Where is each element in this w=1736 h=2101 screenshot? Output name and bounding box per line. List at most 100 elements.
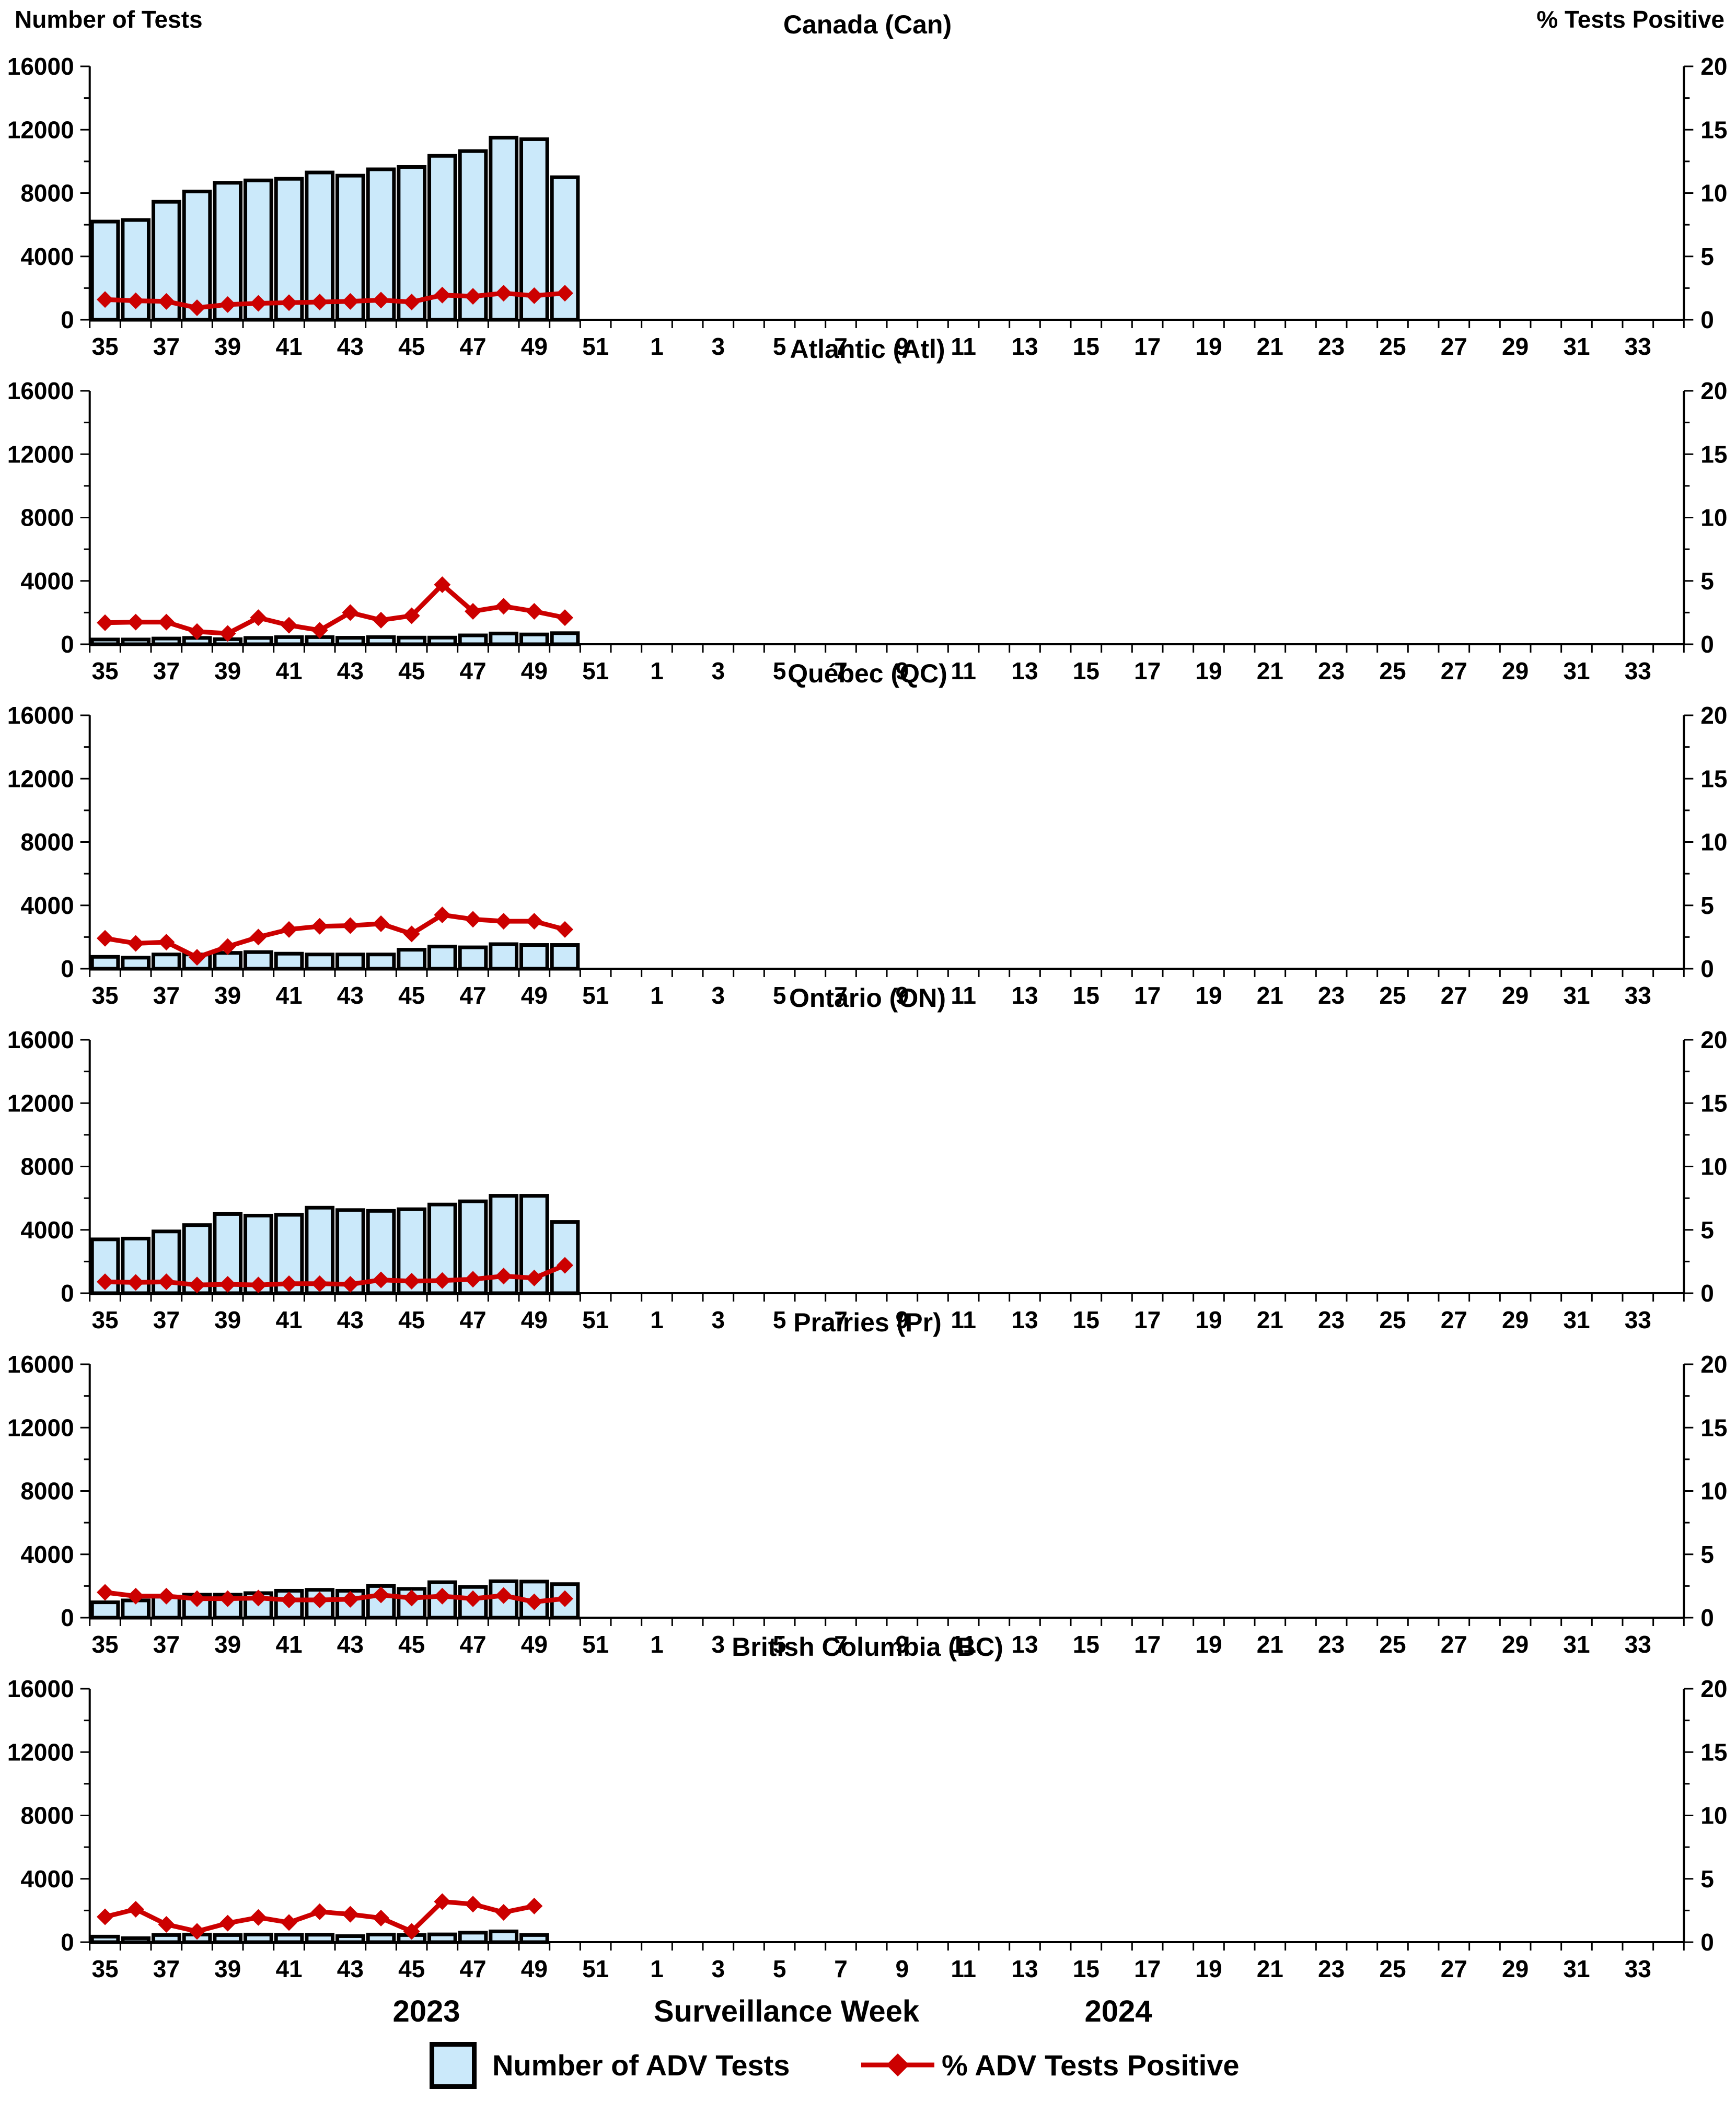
x-tick-label: 17 [1134,1631,1161,1658]
bars-group [90,135,580,322]
x-tick-label: 5 [773,1306,786,1333]
pct-line [105,1263,566,1287]
x-tick-label: 25 [1379,982,1406,1009]
x-tick-label: 11 [951,1955,976,1982]
left-tick-label: 8000 [20,1802,74,1829]
pct-marker [526,1269,543,1286]
axes [88,391,1685,645]
panel-svg: Québec (QC)04000800012000160000510152035… [7,659,1728,1009]
pct-line [105,1590,565,1605]
x-tick-label: 31 [1563,982,1590,1009]
panel-title: British Columbia (BC) [732,1632,1003,1662]
left-tick-label: 0 [61,631,74,658]
x-tick-label: 47 [459,1955,486,1982]
bar [550,943,580,971]
pct-marker [189,623,206,640]
x-tick-label: 43 [337,982,364,1009]
pct-marker [495,598,512,615]
bar [121,956,151,971]
x-tick-label: 23 [1318,333,1345,360]
pct-marker [281,1914,298,1931]
pct-marker [219,938,236,955]
x-tick-label: 35 [91,333,118,360]
x-tick-label: 19 [1195,333,1222,360]
x-tick-label: 15 [1073,1955,1100,1982]
x-tick-label: 7 [834,657,848,684]
bar [152,636,181,646]
left-tick-label: 0 [61,955,74,982]
right-tick-label: 15 [1700,1089,1727,1117]
x-tick-label: 1 [650,333,664,360]
x-tick-label: 21 [1257,657,1283,684]
pct-marker [219,1276,236,1293]
year-label-2024: 2024 [1084,1994,1152,2028]
pct-marker [158,613,175,631]
bar [366,635,396,646]
pct-marker [557,1257,574,1274]
x-tick-label: 13 [1011,657,1038,684]
pct-marker [311,622,328,639]
bar [519,1933,549,1944]
x-tick-label: 43 [337,1631,364,1658]
pct-marker [465,911,482,928]
x-tick-label: 45 [398,1955,425,1982]
x-tick-label: 43 [337,1306,364,1333]
pct-marker [219,1914,236,1932]
right-axis-title: % Tests Positive [1536,6,1725,33]
x-tick-label: 29 [1502,982,1529,1009]
pct-marker [250,1276,267,1294]
bar [366,1932,396,1944]
pct-marker [403,1589,420,1607]
left-tick-label: 8000 [20,829,74,856]
x-tick-label: 51 [582,657,609,684]
left-tick-label: 0 [61,1280,74,1307]
bar [213,1933,243,1944]
x-tick-label: 43 [337,657,364,684]
right-tick-label: 5 [1700,1216,1714,1244]
bars-group [90,1929,549,1944]
right-tick-label: 0 [1700,306,1714,333]
bar [335,1934,365,1944]
x-tick-label: 3 [712,1306,725,1333]
left-tick-label: 4000 [20,243,74,270]
x-tick-label: 3 [712,1631,725,1658]
bar [458,633,488,646]
x-tick-label: 19 [1195,1306,1222,1333]
pct-marker [281,1275,298,1292]
pct-marker [434,1272,451,1289]
panel-svg: British Columbia (BC) 0 4000 8000 12000 16000… [7,1632,1728,1982]
x-tick-label: 9 [896,1306,909,1333]
right-tick-label: 5 [1700,1541,1714,1568]
x-tick-label: 41 [275,982,302,1009]
pct-marker [311,294,328,311]
left-tick-label: 12000 [7,765,74,792]
x-tick-label: 17 [1134,333,1161,360]
panel-title: Prairies (Pr) [793,1308,941,1337]
left-tick-label: 4000 [20,892,74,919]
pct-marker [127,613,144,631]
x-tick-label: 33 [1625,982,1651,1009]
x-tick-label: 27 [1441,333,1467,360]
bar [244,1932,273,1944]
line-group [97,285,574,316]
bar [489,631,519,646]
pct-marker [97,1908,114,1925]
right-tick-label: 5 [1700,1865,1714,1893]
right-tick-label: 20 [1700,1026,1727,1053]
right-tick-label: 20 [1700,702,1727,729]
x-tick-label: 11 [951,1306,976,1333]
bar [519,943,549,971]
left-tick-label: 16000 [7,1026,74,1053]
x-tick-label: 9 [896,1955,909,1982]
x-tick-label: 15 [1073,657,1100,684]
pct-marker [127,1274,144,1291]
x-tick-label: 51 [582,1955,609,1982]
legend-line-label: % ADV Tests Positive [942,2049,1240,2082]
bar [274,1933,304,1944]
bar [458,945,488,971]
bar [458,1931,488,1944]
x-tick-label: 45 [398,1631,425,1658]
x-tick-label: 31 [1563,1631,1590,1658]
bar [489,942,519,971]
